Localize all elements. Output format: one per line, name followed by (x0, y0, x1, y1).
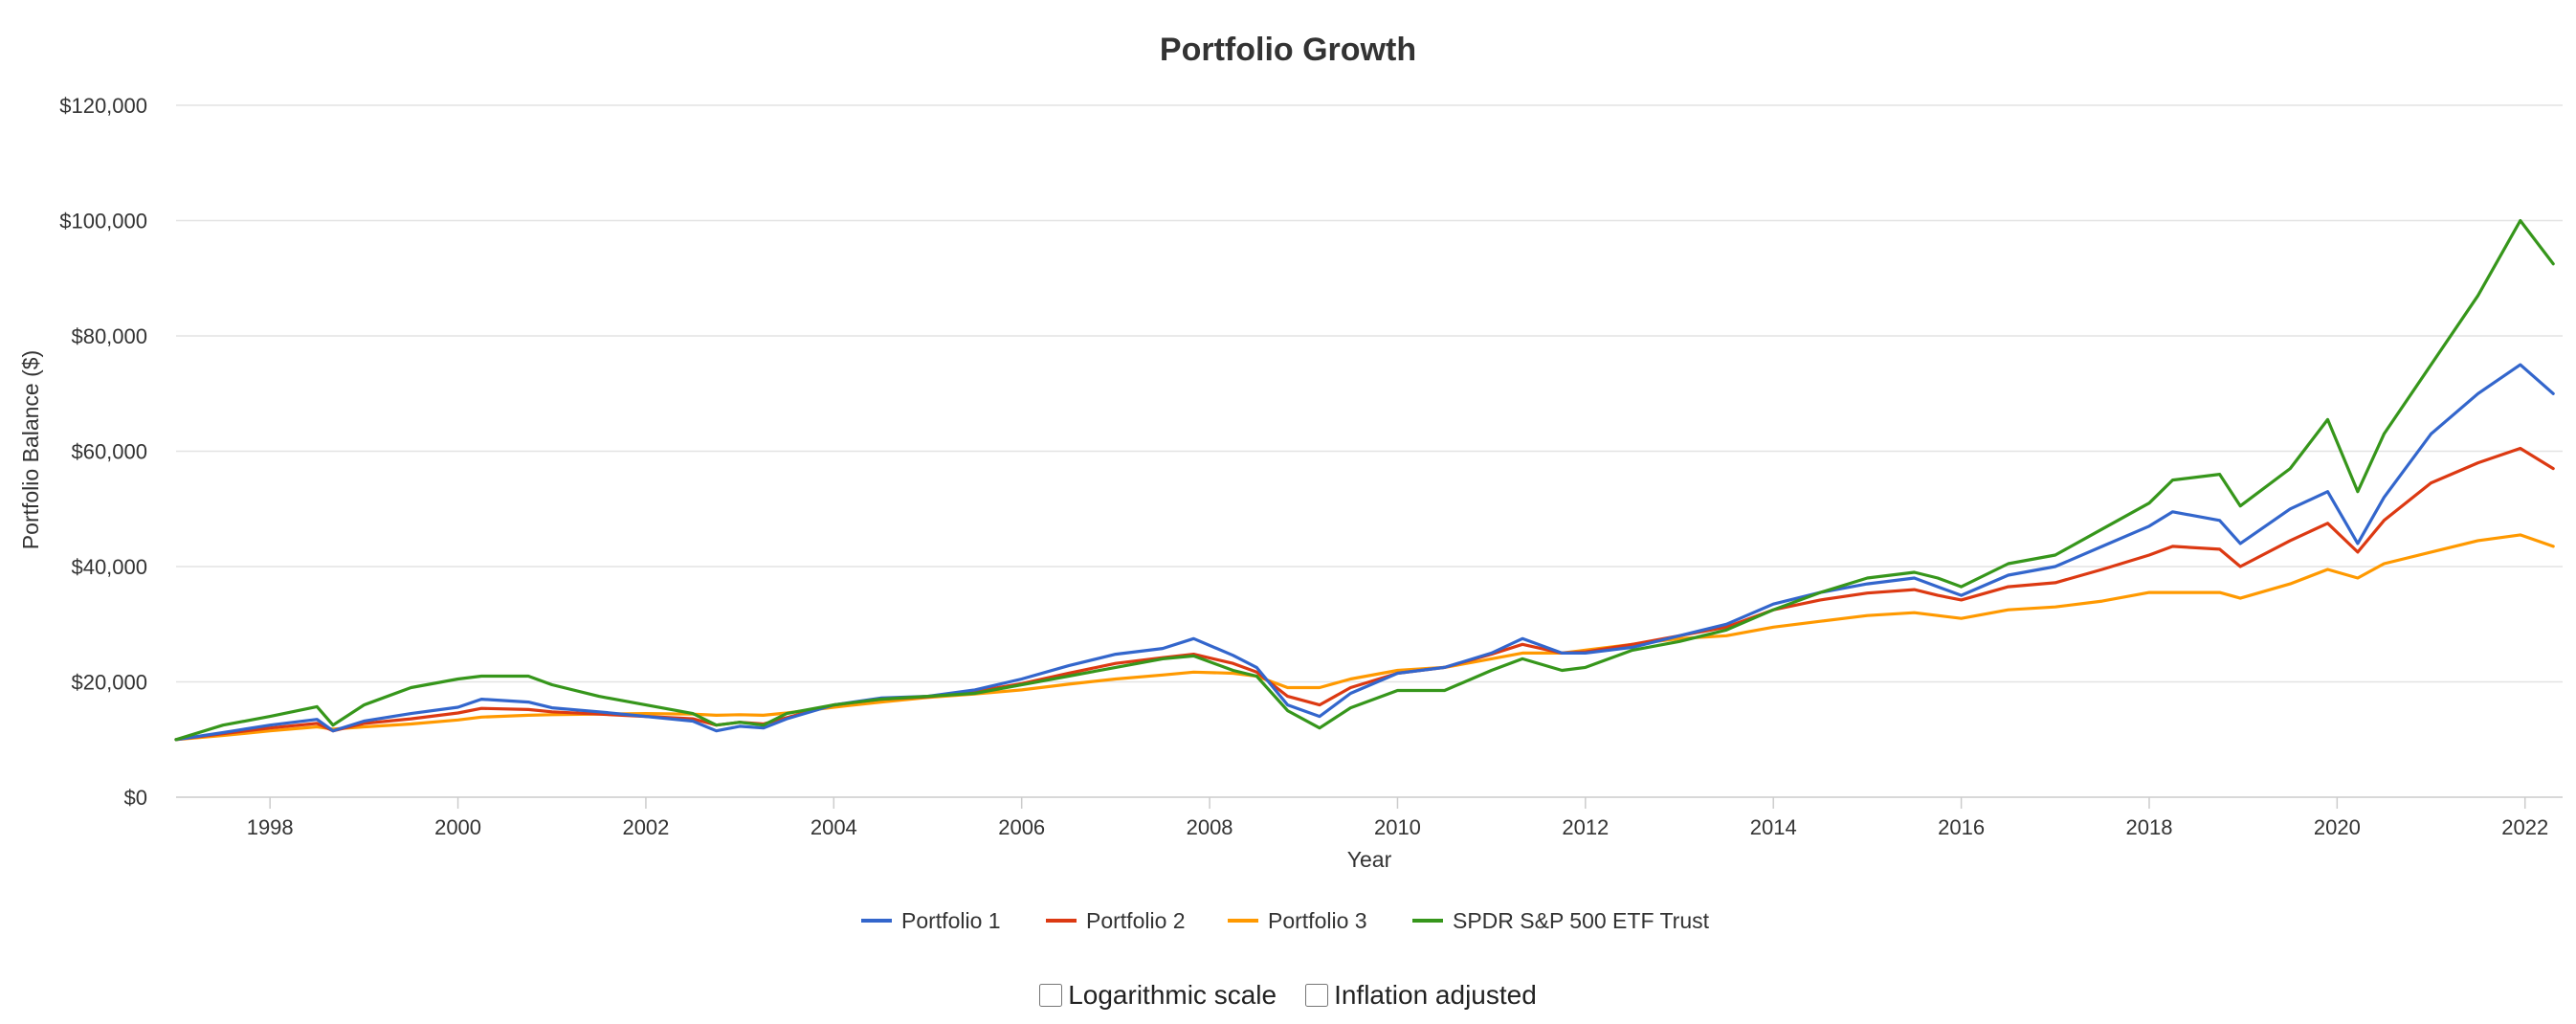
y-tick-label: $40,000 (71, 555, 147, 579)
legend-item-portfolio-1[interactable]: Portfolio 1 (861, 908, 1001, 933)
x-tick-label: 2012 (1562, 815, 1609, 839)
x-tick-label: 2022 (2501, 815, 2548, 839)
series-line-portfolio-3 (174, 533, 2555, 742)
x-tick-label: 2006 (998, 815, 1045, 839)
log-scale-label: Logarithmic scale (1068, 980, 1277, 1010)
series-line-portfolio-2 (174, 446, 2555, 742)
log-scale-option[interactable]: Logarithmic scale (1039, 980, 1277, 1011)
legend-label: Portfolio 1 (901, 908, 1001, 933)
x-tick-label: 2004 (811, 815, 857, 839)
series-line-spdr-sandp-500-etf-trust (174, 218, 2555, 742)
y-tick-label: $60,000 (71, 440, 147, 464)
legend-label: SPDR S&P 500 ETF Trust (1453, 908, 1710, 933)
x-axis-ticks: 1998 2000 2002 2004 2006 2008 2010 2012 2014 2016… (247, 797, 2548, 839)
inflation-adjusted-option[interactable]: Inflation adjusted (1305, 980, 1537, 1011)
series-lines (174, 218, 2555, 742)
x-axis-title: Year (1347, 847, 1392, 872)
x-tick-label: 2002 (622, 815, 669, 839)
chart-options: Logarithmic scale Inflation adjusted (0, 974, 2576, 1016)
legend-item-portfolio-2[interactable]: Portfolio 2 (1046, 908, 1186, 933)
x-tick-label: 1998 (247, 815, 294, 839)
x-tick-label: 2018 (2125, 815, 2172, 839)
chart-title: Portfolio Growth (1160, 32, 1416, 68)
legend-label: Portfolio 2 (1086, 908, 1186, 933)
log-scale-checkbox[interactable] (1039, 984, 1063, 1007)
y-tick-label: $120,000 (59, 94, 147, 118)
y-tick-label: $0 (124, 786, 147, 810)
legend-item-spdr-sandp-500-etf-trust[interactable]: SPDR S&P 500 ETF Trust (1412, 908, 1710, 933)
x-tick-label: 2014 (1750, 815, 1797, 839)
legend: Portfolio 1 Portfolio 2 Portfolio 3 SPDR S&… (861, 908, 1710, 933)
series-line-portfolio-1 (174, 363, 2555, 742)
y-tick-label: $100,000 (59, 210, 147, 234)
y-tick-label: $80,000 (71, 324, 147, 348)
gridlines (176, 104, 2563, 683)
inflation-adjusted-label: Inflation adjusted (1334, 980, 1537, 1010)
legend-label: Portfolio 3 (1268, 908, 1367, 933)
x-tick-label: 2000 (434, 815, 481, 839)
x-tick-label: 2008 (1187, 815, 1233, 839)
x-tick-label: 2016 (1938, 815, 1985, 839)
inflation-adjusted-checkbox[interactable] (1305, 984, 1329, 1007)
x-tick-label: 2020 (2314, 815, 2361, 839)
y-tick-label: $20,000 (71, 671, 147, 695)
legend-item-portfolio-3[interactable]: Portfolio 3 (1228, 908, 1367, 933)
y-axis-title: Portfolio Balance ($) (18, 350, 43, 549)
x-tick-label: 2010 (1374, 815, 1421, 839)
y-axis-ticks: $0 $20,000 $40,000 $60,000 $80,000 $100,000 $1… (59, 94, 147, 810)
